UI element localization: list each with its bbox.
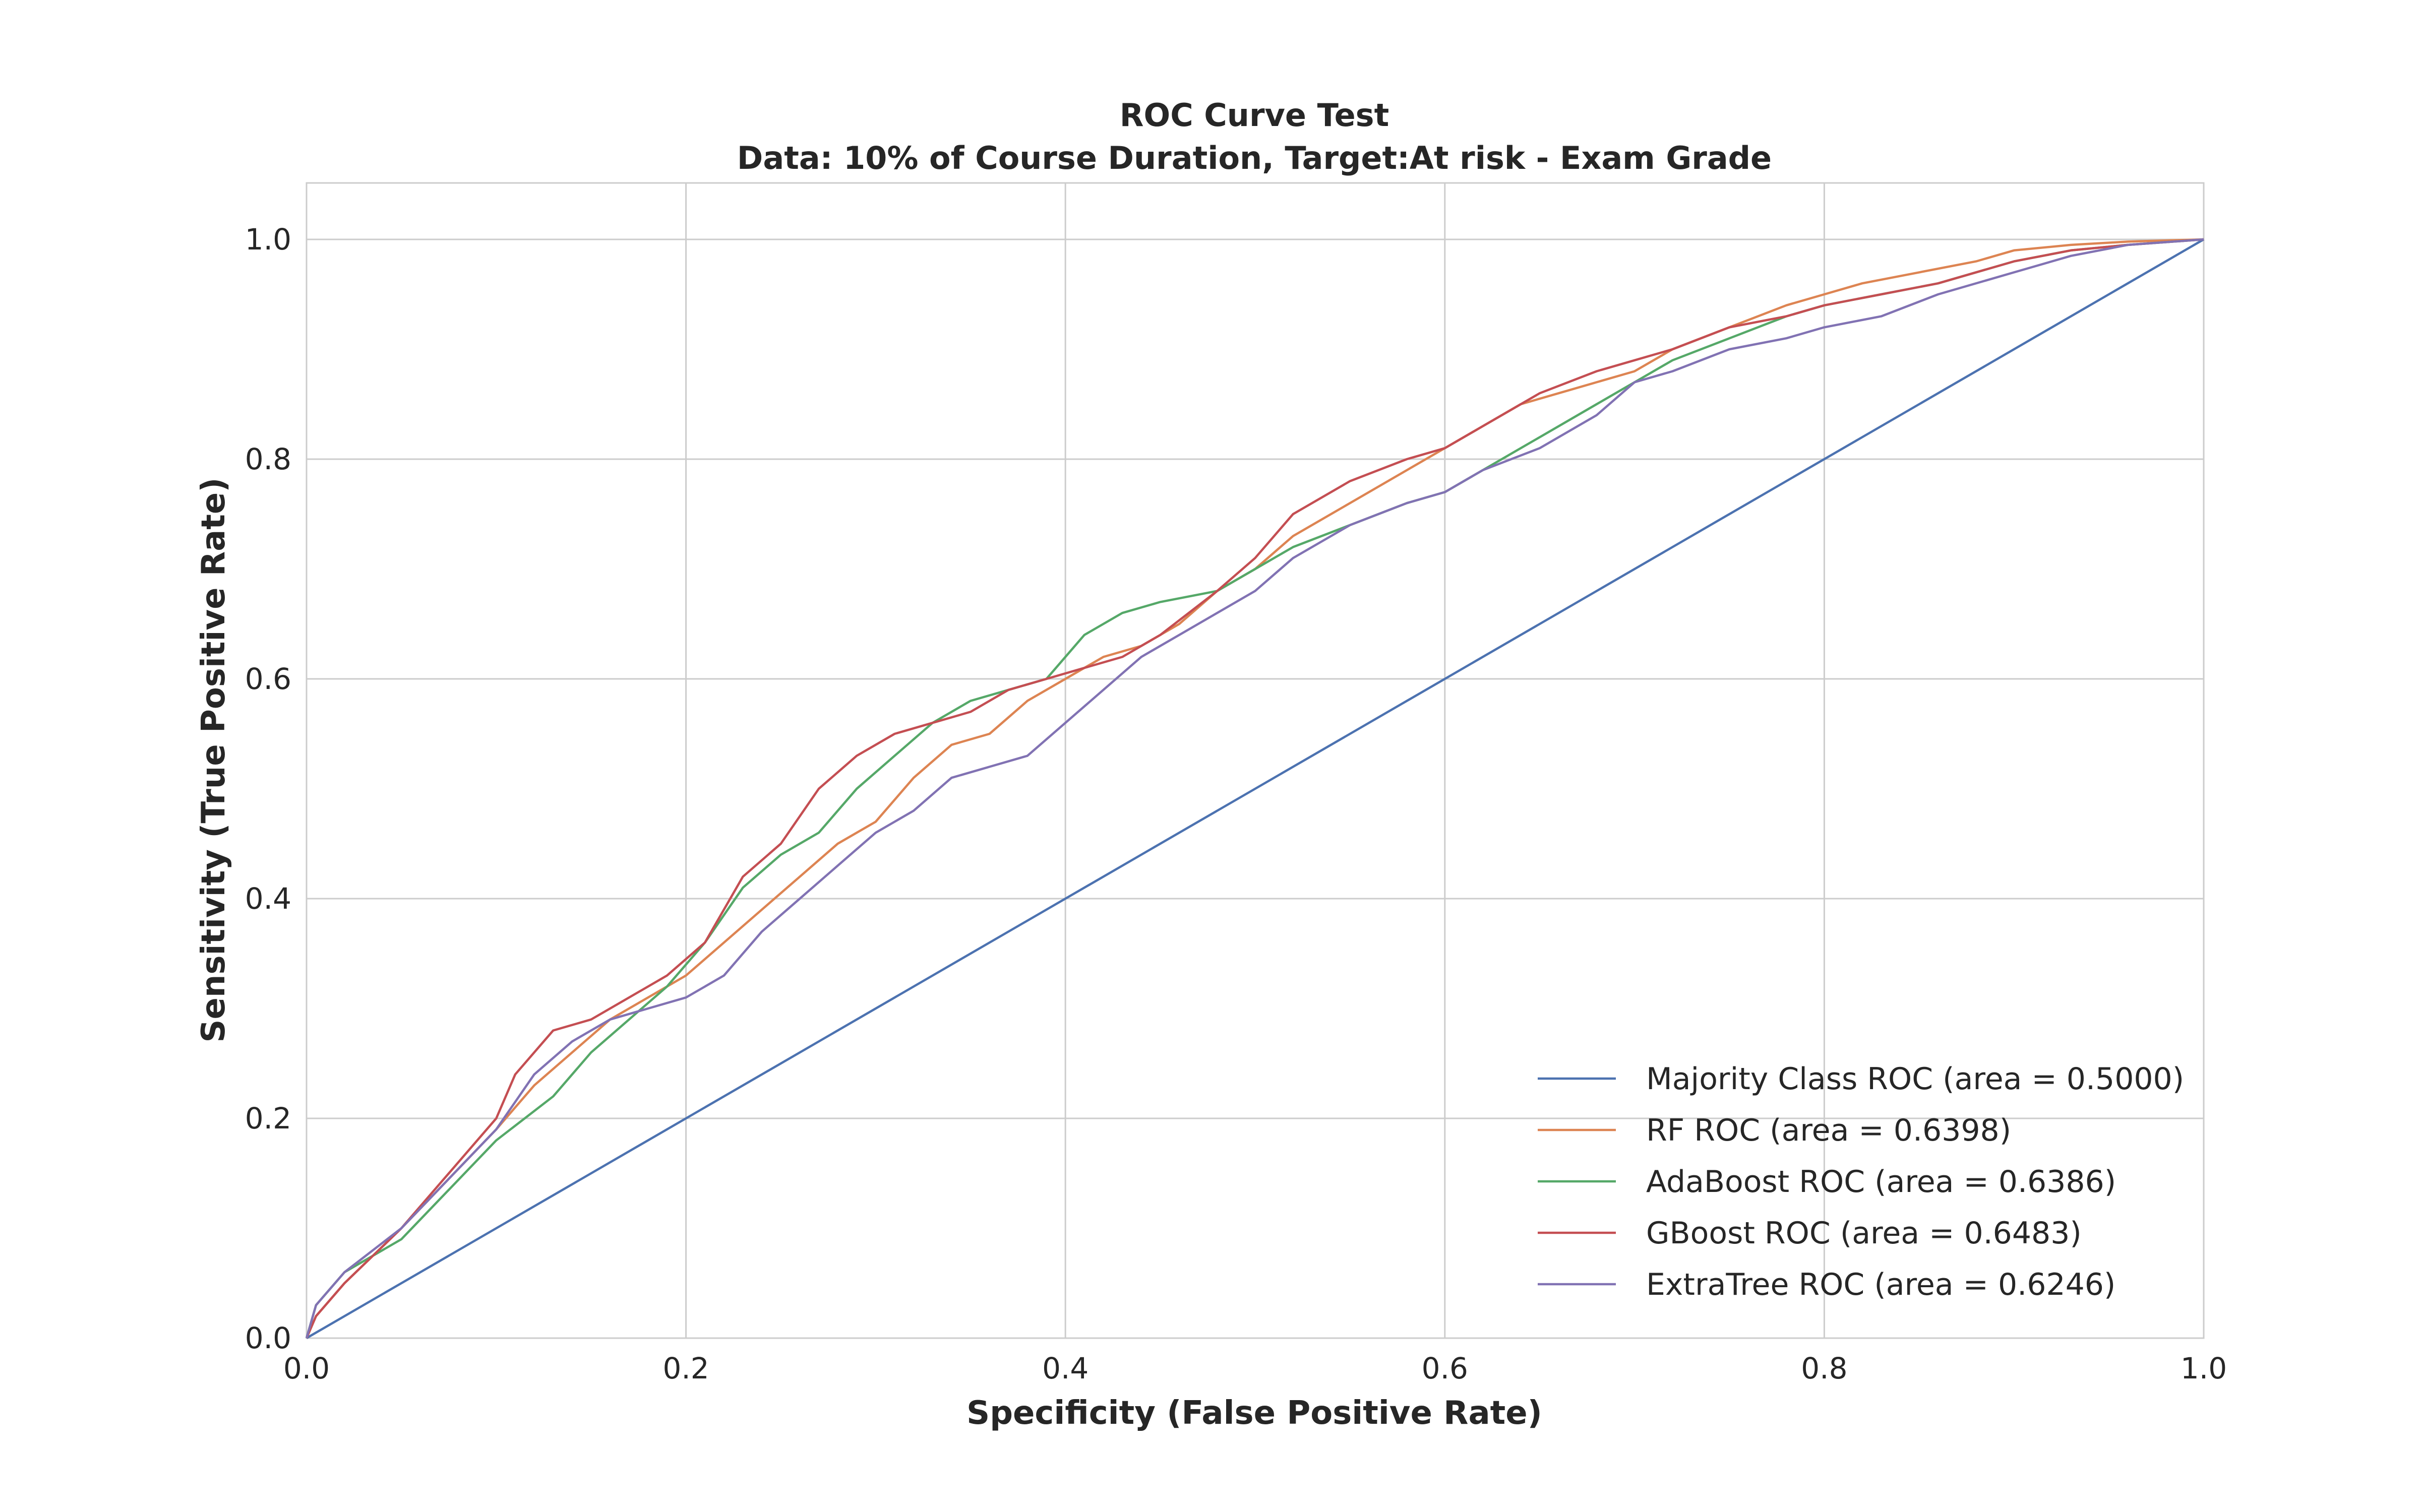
- x-tick-label: 0.6: [1422, 1351, 1468, 1385]
- chart-title: ROC Curve Test: [1120, 97, 1389, 134]
- legend-label: AdaBoost ROC (area = 0.6386): [1646, 1164, 2116, 1200]
- series-line-4: [305, 238, 2204, 1339]
- y-tick-label: 1.0: [245, 222, 291, 257]
- x-tick-label: 0.8: [1801, 1351, 1847, 1385]
- series-lines: [305, 238, 2205, 1339]
- x-tick-label: 0.2: [662, 1351, 709, 1385]
- legend-label: ExtraTree ROC (area = 0.6246): [1646, 1267, 2115, 1302]
- legend-label: GBoost ROC (area = 0.6483): [1646, 1216, 2082, 1251]
- y-tick-label: 0.0: [245, 1321, 291, 1355]
- y-tick-labels: 0.0 0.2 0.4 0.6 0.8 1.0: [245, 222, 291, 1355]
- legend: Majority Class ROC (area = 0.5000) RF ROC…: [1538, 1061, 2184, 1302]
- series-line-3: [305, 238, 2204, 1339]
- x-axis-label: Specificity (False Positive Rate): [966, 1395, 1542, 1432]
- y-tick-label: 0.6: [245, 662, 291, 696]
- x-tick-label: 0.0: [283, 1351, 330, 1385]
- legend-label: RF ROC (area = 0.6398): [1646, 1113, 2011, 1148]
- y-tick-label: 0.4: [245, 881, 291, 916]
- x-tick-label: 0.4: [1042, 1351, 1088, 1385]
- chart-subtitle: Data: 10% of Course Duration, Target:At …: [737, 140, 1772, 176]
- y-tick-label: 0.8: [245, 442, 291, 476]
- grid: [306, 183, 2205, 1339]
- y-tick-label: 0.2: [245, 1101, 291, 1136]
- series-line-1: [305, 238, 2204, 1339]
- series-line-0: [306, 238, 2205, 1339]
- y-axis-label: Sensitivity (True Positive Rate): [195, 477, 232, 1042]
- plot-area: [306, 182, 2205, 1339]
- x-tick-label: 1.0: [2181, 1351, 2227, 1385]
- legend-label: Majority Class ROC (area = 0.5000): [1646, 1061, 2184, 1097]
- x-tick-labels: 0.0 0.2 0.4 0.6 0.8 1.0: [283, 1351, 2227, 1385]
